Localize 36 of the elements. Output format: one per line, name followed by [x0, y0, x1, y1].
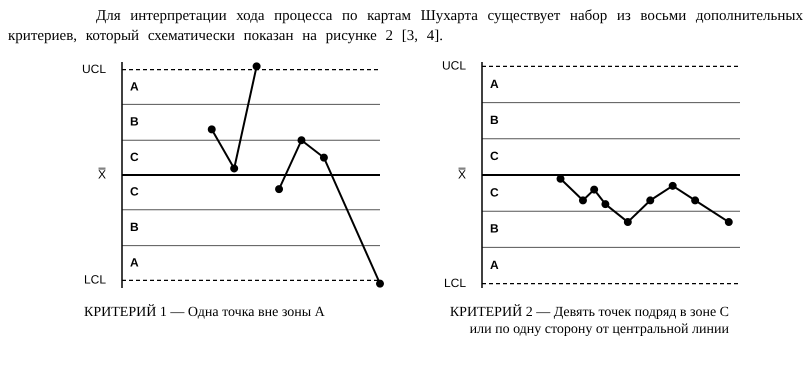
ref-line-label: X̿	[458, 167, 466, 182]
point	[668, 182, 677, 190]
point	[230, 164, 238, 172]
text: C	[490, 149, 499, 164]
point	[590, 186, 598, 194]
point	[275, 185, 284, 194]
chart-title: Для интерпретации хода процесса по картам Шухарта существует набор из восьми дополнительных критериев, который схематически показан на рисунке 2 [3, 4].	[8, 7, 803, 46]
annotation: C	[490, 185, 499, 200]
text: B	[490, 112, 499, 127]
annotation: B	[130, 114, 139, 129]
point	[646, 196, 654, 204]
ref-line-label: UCL	[82, 62, 106, 76]
text: КРИТЕРИЙ 1 — Одна точка вне зоны А	[84, 304, 326, 321]
annotation: A	[130, 255, 139, 270]
point	[320, 154, 328, 162]
point	[601, 200, 610, 208]
text: A	[490, 258, 499, 272]
point	[578, 196, 587, 204]
point	[376, 280, 384, 288]
point	[724, 218, 733, 226]
annotation: A	[130, 79, 139, 94]
ref-line-label: LCL	[444, 276, 466, 290]
ref-line-label: UCL	[442, 58, 466, 73]
point	[297, 136, 306, 144]
point	[624, 218, 632, 226]
annotation: B	[130, 220, 139, 234]
text: КРИТЕРИЙ 2 — Девять точек подряд в зоне C или по одну сторону от центральной линии	[448, 304, 729, 338]
text: A	[490, 76, 499, 91]
annotation: C	[130, 150, 139, 164]
annotation: B	[490, 222, 499, 236]
point	[252, 62, 261, 70]
ref-line-label: LCL	[84, 272, 106, 287]
point	[208, 125, 216, 134]
ref-line-label: X̿	[98, 167, 106, 182]
point	[691, 196, 700, 204]
annotation: C	[130, 184, 139, 199]
